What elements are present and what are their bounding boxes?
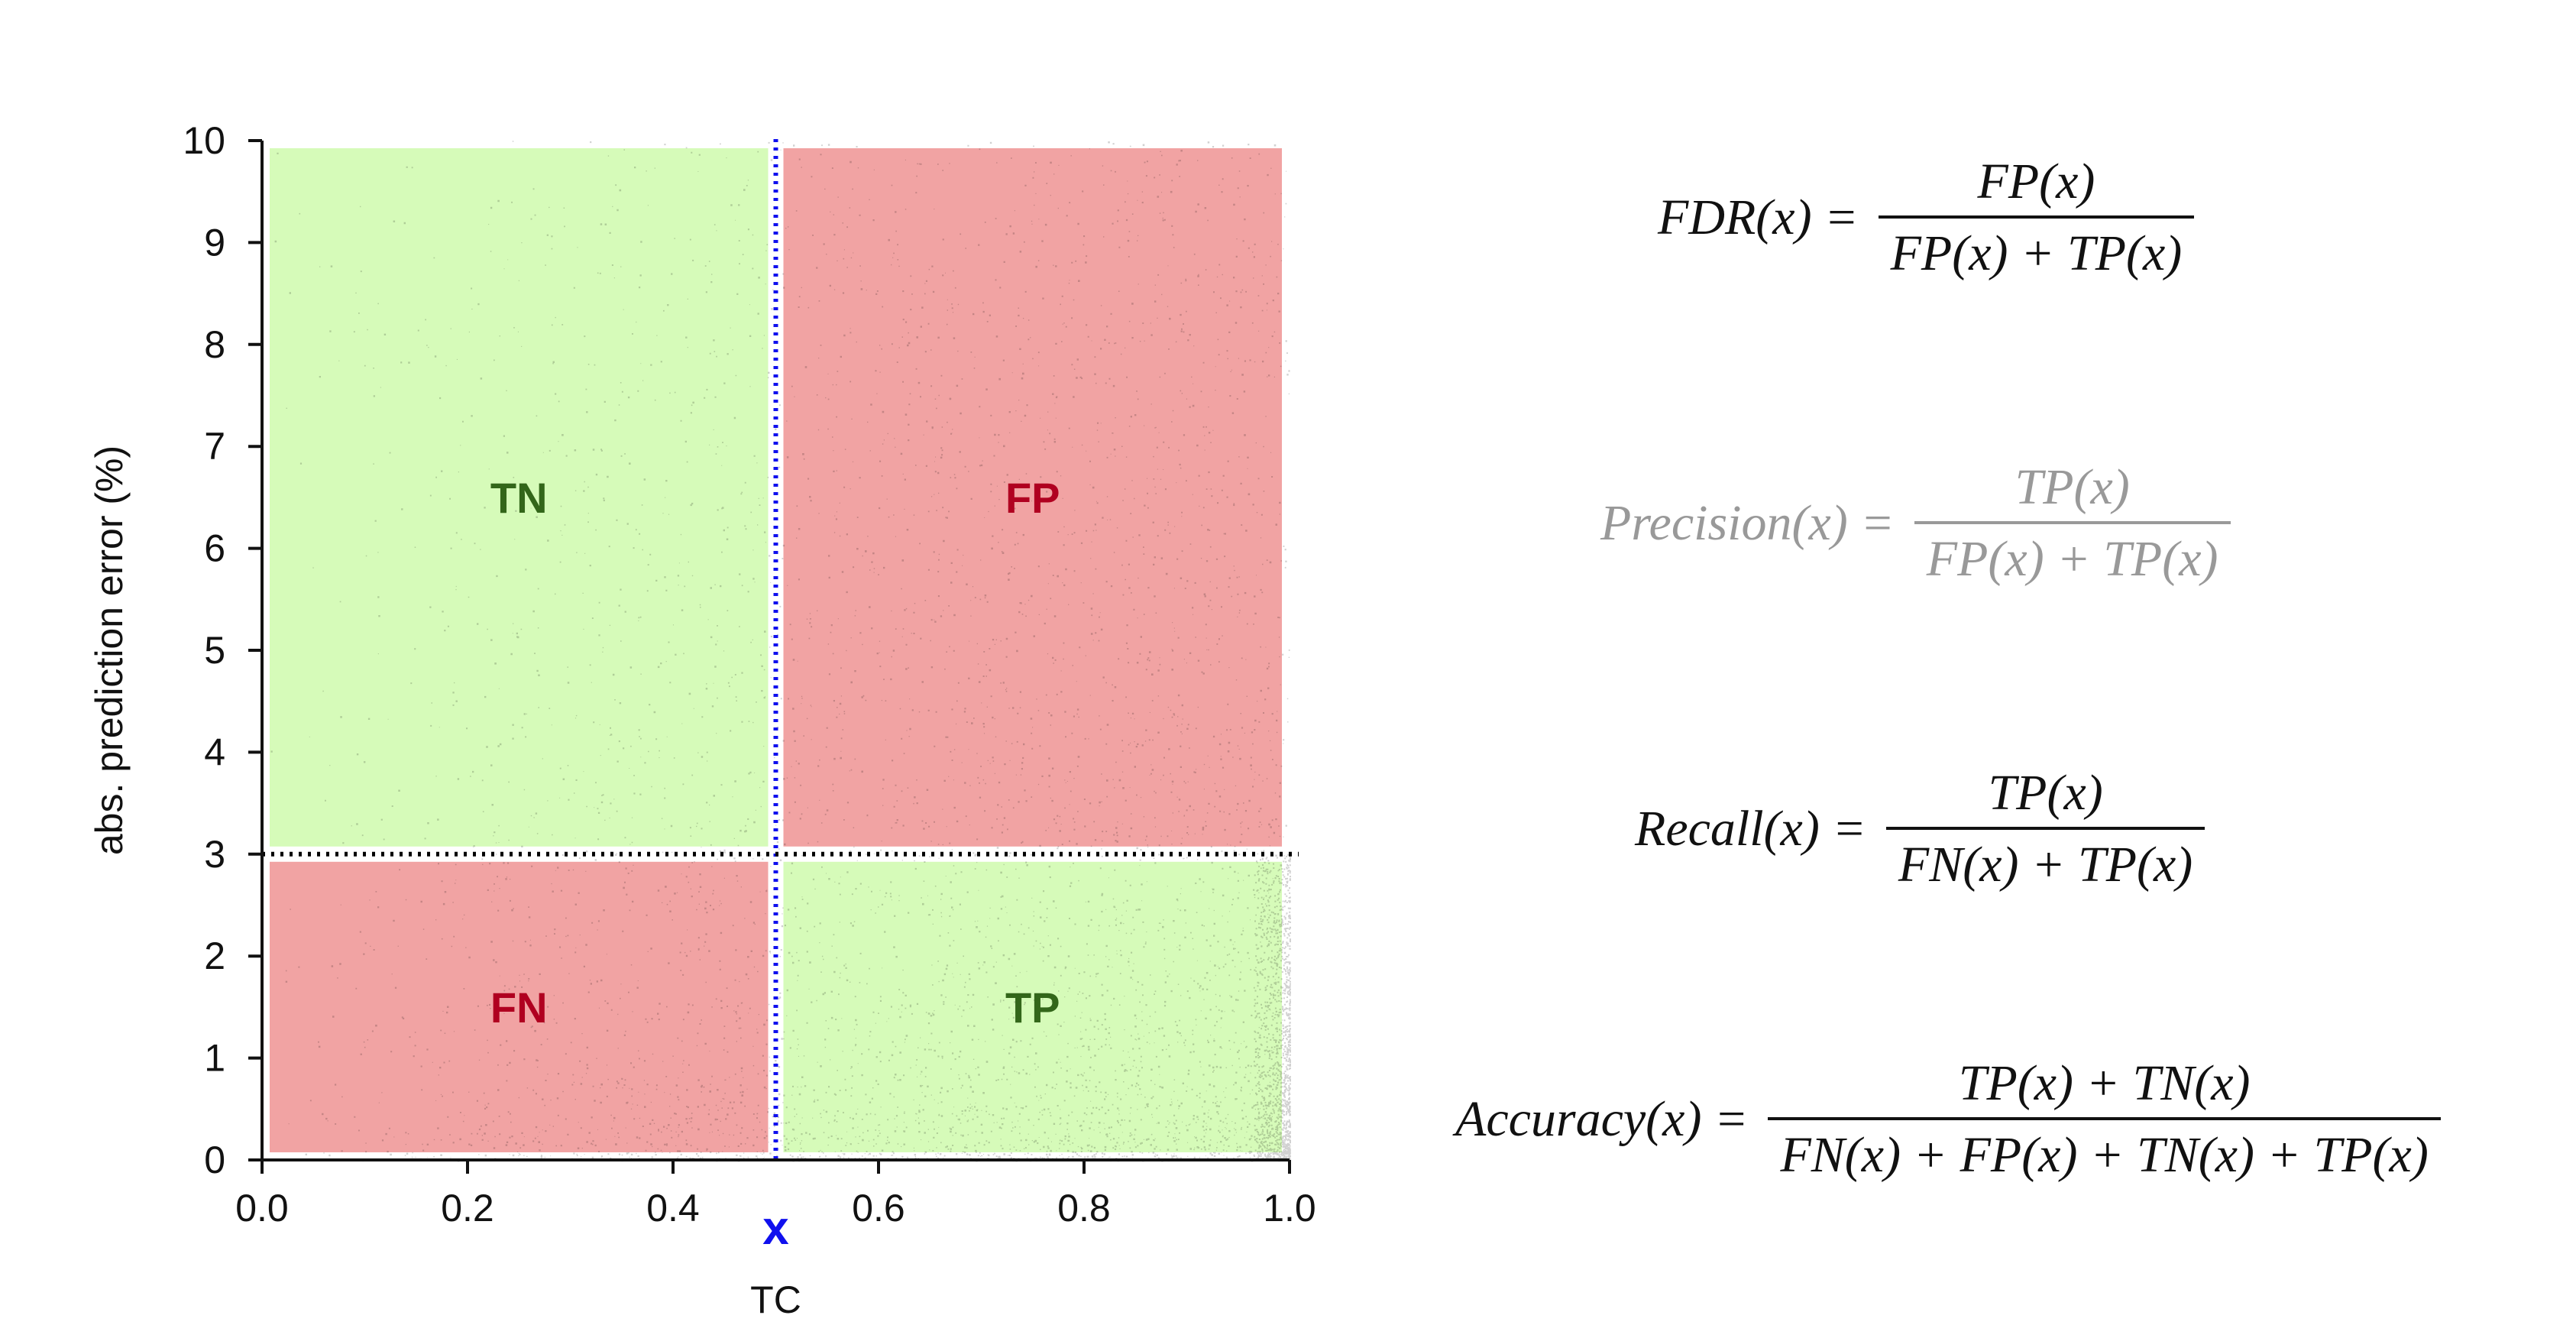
accuracy-denominator: FN(x) + FP(x) + TN(x) + TP(x) (1768, 1117, 2441, 1184)
region-label-fn: FN (490, 983, 548, 1032)
region-tn (270, 148, 769, 847)
fdr-numerator: FP(x) (1977, 154, 2095, 209)
fdr-formula: FDR(x) = FP(x) FP(x) + TP(x) (1658, 153, 2195, 283)
recall-fraction: TP(x) FN(x) + TP(x) (1885, 764, 2205, 894)
y-tick-label: 6 (204, 527, 225, 570)
region-fp (783, 148, 1282, 847)
y-tick-label: 9 (204, 221, 225, 264)
region-fn (270, 861, 769, 1152)
y-tick-label: 8 (204, 323, 225, 366)
region-tp (783, 861, 1282, 1152)
recall-formula: Recall(x) = TP(x) FN(x) + TP(x) (1635, 764, 2205, 894)
fdr-lhs: FDR(x) = (1658, 190, 1859, 245)
region-label-tp: TP (1005, 983, 1060, 1032)
accuracy-fraction: TP(x) + TN(x) FN(x) + FP(x) + TN(x) + TP… (1768, 1055, 2441, 1184)
x-tick-label: 0.6 (852, 1187, 905, 1229)
y-tick-label: 7 (204, 425, 225, 468)
y-tick-label: 5 (204, 629, 225, 672)
y-tick-label: 3 (204, 833, 225, 876)
y-axis-title: abs. prediction error (%) (88, 445, 131, 855)
x-axis-title: TC (750, 1278, 801, 1321)
x-tick-label: 0.0 (235, 1187, 289, 1229)
region-label-tn: TN (490, 474, 548, 522)
recall-lhs: Recall(x) = (1635, 801, 1866, 857)
precision-lhs: Precision(x) = (1600, 495, 1895, 551)
y-tick-label: 4 (204, 731, 225, 773)
recall-numerator: TP(x) (1988, 765, 2103, 821)
accuracy-numerator: TP(x) + TN(x) (1958, 1055, 2251, 1111)
fdr-fraction: FP(x) FP(x) + TP(x) (1878, 153, 2195, 283)
y-tick-label: 0 (204, 1139, 225, 1181)
precision-denominator: FP(x) + TP(x) (1914, 521, 2231, 588)
x-tick-label: 0.2 (441, 1187, 494, 1229)
precision-numerator: TP(x) (2015, 459, 2130, 515)
fdr-denominator: FP(x) + TP(x) (1878, 215, 2195, 283)
x-tick-label: 1.0 (1263, 1187, 1316, 1229)
threshold-marker-label: x (762, 1202, 789, 1255)
region-label-fp: FP (1005, 474, 1060, 522)
accuracy-lhs: Accuracy(x) = (1455, 1091, 1749, 1147)
recall-denominator: FN(x) + TP(x) (1885, 827, 2205, 894)
x-tick-label: 0.8 (1057, 1187, 1111, 1229)
y-tick-label: 1 (204, 1037, 225, 1080)
precision-fraction: TP(x) FP(x) + TP(x) (1914, 458, 2231, 588)
x-tick-label: 0.4 (646, 1187, 700, 1229)
y-tick-label: 10 (183, 119, 225, 162)
accuracy-formula: Accuracy(x) = TP(x) + TN(x) FN(x) + FP(x… (1455, 1055, 2441, 1184)
y-tick-label: 2 (204, 935, 225, 977)
precision-formula: Precision(x) = TP(x) FP(x) + TP(x) (1600, 458, 2231, 588)
